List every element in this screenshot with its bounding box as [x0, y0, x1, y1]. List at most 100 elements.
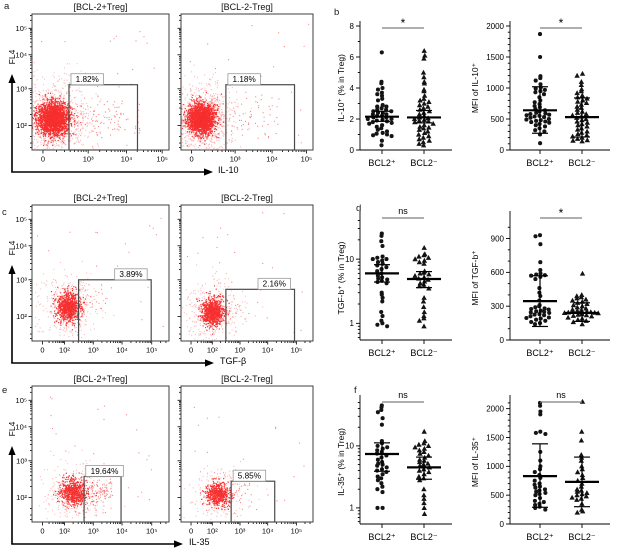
flow-x-axis-label: IL-10: [218, 165, 239, 175]
svg-text:10²: 10²: [207, 346, 218, 355]
group-label: BCL2⁻: [568, 158, 596, 168]
svg-text:10³: 10³: [16, 275, 27, 284]
scatter-chart: 1 10 IL-35⁺ (% in Treg) BCL2⁺ BCL2⁻ ns: [336, 374, 486, 551]
gate-label-box: [232, 469, 267, 482]
flow-plot-title: [BCL-2+Treg]: [73, 374, 128, 384]
svg-text:10⁴: 10⁴: [16, 50, 27, 59]
group-label: BCL2⁻: [410, 348, 438, 358]
gate-label-box: [227, 73, 261, 86]
svg-text:10²: 10²: [16, 312, 27, 321]
flow-cloud-tail: [193, 406, 305, 517]
panel-b: b 0 2 4 6 8 IL-10⁺ (% in Treg) BCL2⁺ BCL2⁻ * 0 50…: [0, 0, 623, 186]
svg-text:10⁵: 10⁵: [291, 527, 302, 536]
svg-text:10⁵: 10⁵: [291, 346, 302, 355]
panel-letter-d: d: [356, 203, 362, 214]
svg-text:10²: 10²: [16, 493, 27, 502]
group-label: BCL2⁺: [368, 158, 396, 168]
svg-text:10⁴: 10⁴: [116, 527, 128, 536]
dot-plot: 0 2 4 6 8 IL-10⁺ (% in Treg) BCL2⁺ BCL2⁻ *: [336, 16, 452, 168]
group-label: BCL2⁻: [568, 532, 596, 542]
svg-text:10³: 10³: [88, 346, 99, 355]
flow-x-axis-label: TGF-β: [220, 356, 247, 366]
flow-plot-title: [BCL-2-Treg]: [221, 193, 273, 203]
scatter-chart: 1 10 TGF-b⁺ (% in Treg) BCL2⁺ BCL2⁻ ns: [336, 190, 486, 368]
panel-f: f 1 10 IL-35⁺ (% in Treg) BCL2⁺ BCL2⁻ ns 0 500…: [0, 374, 623, 551]
svg-text:10⁴: 10⁴: [121, 155, 133, 164]
svg-text:6: 6: [350, 53, 355, 62]
gate-label: 1.82%: [76, 75, 99, 84]
svg-text:0: 0: [189, 527, 193, 536]
svg-text:1000: 1000: [486, 84, 504, 93]
flow-cloud-tail: [39, 31, 155, 150]
svg-text:10⁴: 10⁴: [116, 346, 128, 355]
flow-cytometry-plot: 0 10³ 10⁴ 10⁵ 1.18%: [177, 13, 314, 164]
y-axis-label: MFI of IL-10⁺: [470, 62, 480, 113]
svg-text:0: 0: [40, 527, 44, 536]
svg-text:10²: 10²: [16, 121, 27, 130]
group-label: BCL2⁺: [368, 348, 396, 358]
flow-cytometry-plot: 0 10² 10³ 10⁴ 10⁵ 2.16%: [177, 204, 314, 355]
svg-text:10³: 10³: [83, 155, 94, 164]
scatter-chart: 0 500 1000 1500 2000 MFI of IL-10⁺ BCL2⁺ BCL2⁻ *: [468, 0, 623, 178]
flow-cloud-core: [196, 285, 231, 335]
sig-label: ns: [398, 206, 408, 216]
svg-text:2000: 2000: [486, 404, 504, 413]
svg-text:0: 0: [500, 336, 505, 345]
panel-letter-e: e: [2, 385, 8, 396]
svg-text:10: 10: [345, 255, 354, 264]
gate-label-box: [85, 465, 124, 477]
y-axis-label: MFI of TGF-b⁺: [470, 250, 480, 306]
svg-text:10: 10: [345, 442, 354, 451]
svg-text:10⁵: 10⁵: [146, 346, 157, 355]
scatter-chart: 0 2 4 6 8 IL-10⁺ (% in Treg) BCL2⁺ BCL2⁻ *: [336, 0, 486, 178]
dot-plot: 0 300 600 900 MFI of TGF-b⁺ BCL2⁺ BCL2⁻ *: [470, 206, 610, 358]
svg-text:10⁵: 10⁵: [301, 155, 312, 164]
svg-text:10⁵: 10⁵: [146, 527, 157, 536]
flow-cytometry-plot: 0 10³ 10⁴ 10⁵ 10⁵ 10⁴ 10³ 10² 1.82%: [16, 13, 170, 164]
svg-text:0: 0: [500, 520, 505, 529]
svg-text:500: 500: [491, 491, 505, 500]
panel-c: c FL4 TGF-β [BCL-2+Treg] 0 10² 10³ 10⁴ 10⁵ 10…: [0, 191, 623, 377]
svg-text:10⁴: 10⁴: [16, 241, 27, 250]
scatter-chart: 0 300 600 900 MFI of TGF-b⁺ BCL2⁺ BCL2⁻ *: [468, 190, 623, 368]
svg-text:10³: 10³: [230, 155, 241, 164]
flow-plot-bcl2neg: [BCL-2-Treg] 0 10³ 10⁴ 10⁵ 1.18%: [165, 0, 315, 172]
flow-cloud-core: [50, 285, 87, 331]
sig-label: ns: [398, 390, 408, 400]
panel-d: d 1 10 TGF-b⁺ (% in Treg) BCL2⁺ BCL2⁻ ns 0 300…: [0, 190, 623, 376]
svg-text:1: 1: [350, 319, 355, 328]
svg-text:900: 900: [491, 234, 505, 243]
panel-letter-b: b: [334, 7, 340, 18]
panel-letter-a: a: [4, 1, 10, 12]
gate-label: 5.85%: [238, 472, 261, 481]
flow-cytometry-plot: 0 10² 10³ 10⁴ 10⁵ 10⁵ 10⁴ 10³ 10² 19.64%: [16, 385, 170, 536]
svg-text:10³: 10³: [235, 346, 246, 355]
svg-text:8: 8: [350, 22, 355, 31]
svg-text:1500: 1500: [486, 53, 504, 62]
panel-letter-f: f: [354, 385, 357, 396]
flow-cytometry-plot: 0 10² 10³ 10⁴ 10⁵ 10⁵ 10⁴ 10³ 10² 3.89%: [16, 204, 170, 355]
flow-plot-bcl2neg: [BCL-2-Treg] 0 10² 10³ 10⁴ 10⁵ 5.85%: [165, 372, 315, 544]
panel-a: a FL4 IL-10 [BCL-2+Treg] 0 10³ 10⁴ 10⁵ 10⁵ 10…: [0, 0, 623, 186]
dot-plot: 0 500 1000 1500 2000 MFI of IL-10⁺ BCL2⁺ BCL2⁻ *: [470, 16, 610, 168]
group-label: BCL2⁻: [410, 158, 438, 168]
dot-plot: 0 500 1000 1500 2000 MFI of IL-35⁺ BCL2⁺ BCL2⁻ n…: [470, 390, 610, 542]
svg-text:10³: 10³: [16, 84, 27, 93]
svg-text:10²: 10²: [59, 527, 70, 536]
scatter-chart: 0 500 1000 1500 2000 MFI of IL-35⁺ BCL2⁺ BCL2⁻ n…: [468, 374, 623, 551]
flow-cloud-core: [181, 91, 225, 147]
gate-label: 19.64%: [91, 467, 119, 476]
flow-plot-title: [BCL-2-Treg]: [221, 2, 273, 12]
svg-text:500: 500: [491, 115, 505, 124]
svg-text:0: 0: [189, 155, 193, 164]
group-label: BCL2⁻: [568, 348, 596, 358]
sig-label: *: [401, 16, 406, 30]
svg-text:0: 0: [40, 346, 44, 355]
flow-cytometry-plot: 0 10² 10³ 10⁴ 10⁵ 5.85%: [177, 385, 314, 536]
svg-text:10⁵: 10⁵: [16, 396, 27, 405]
flow-plot-bcl2neg: [BCL-2-Treg] 0 10² 10³ 10⁴ 10⁵ 2.16%: [165, 191, 315, 363]
svg-text:1000: 1000: [486, 462, 504, 471]
group-label: BCL2⁺: [526, 158, 554, 168]
